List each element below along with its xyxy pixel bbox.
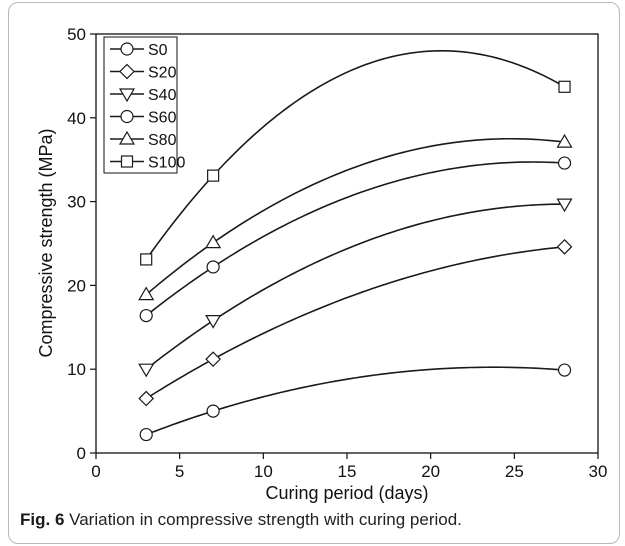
curve-s60 — [145, 161, 565, 317]
legend-marker-s0 — [120, 42, 134, 56]
y-tick-label: 40 — [67, 109, 86, 128]
legend-marker-s60 — [120, 109, 134, 124]
point-s60 — [557, 156, 572, 170]
curve-s0 — [145, 366, 565, 436]
x-axis-title: Curing period (days) — [265, 483, 428, 503]
curve-s100 — [145, 50, 565, 260]
axis-ticks: 0 5 10 15 20 25 30 0 10 20 30 40 50 — [67, 25, 607, 481]
x-tick-label: 30 — [589, 462, 608, 481]
legend-label-s20: S20 — [148, 65, 177, 82]
y-tick-label: 0 — [77, 444, 86, 463]
point-s40 — [556, 198, 573, 213]
series-markers — [138, 80, 573, 442]
point-s60 — [139, 308, 153, 323]
x-tick-label: 0 — [91, 462, 100, 481]
point-s60 — [206, 260, 220, 274]
legend-label-s80: S80 — [148, 132, 177, 149]
point-s0 — [139, 427, 153, 442]
legend-marker-s100 — [120, 155, 134, 168]
point-s20 — [205, 351, 221, 367]
point-s20 — [556, 239, 573, 255]
y-tick-label: 10 — [67, 360, 86, 379]
point-s80 — [556, 133, 573, 148]
y-tick-label: 50 — [67, 25, 86, 44]
legend-label-s0: S0 — [148, 42, 168, 59]
point-s100 — [207, 169, 220, 182]
point-s0 — [206, 404, 220, 418]
legend-marker-s40 — [118, 88, 136, 103]
figure-caption: Fig. 6 Variation in compressive strength… — [20, 510, 462, 530]
x-tick-label: 25 — [505, 462, 524, 481]
point-s40 — [205, 314, 222, 329]
legend-marker-s80 — [118, 130, 136, 145]
x-tick-label: 10 — [254, 462, 273, 481]
legend: S0 S20 S40 S60 S80 S100 — [103, 36, 185, 174]
point-s0 — [557, 363, 572, 377]
legend-box — [103, 36, 178, 174]
figure-frame — [8, 2, 620, 544]
point-s100 — [558, 80, 571, 93]
point-s80 — [205, 234, 222, 249]
y-tick-label: 20 — [67, 276, 86, 295]
legend-label-s40: S40 — [148, 87, 177, 104]
curve-s40 — [145, 203, 565, 370]
caption-text: Variation in compressive strength with c… — [69, 510, 462, 529]
y-axis-title: Compressive strength (MPa) — [36, 128, 56, 357]
point-s20 — [138, 390, 155, 407]
legend-label-s100: S100 — [148, 155, 185, 172]
y-tick-label: 30 — [67, 193, 86, 212]
x-tick-label: 20 — [421, 462, 440, 481]
point-s40 — [138, 363, 155, 378]
point-s100 — [140, 253, 153, 266]
x-tick-label: 15 — [338, 462, 357, 481]
legend-marker-s20 — [119, 63, 135, 80]
legend-label-s60: S60 — [148, 110, 177, 127]
caption-label: Fig. 6 — [20, 510, 65, 529]
x-tick-label: 5 — [175, 462, 184, 481]
point-s80 — [138, 286, 155, 301]
